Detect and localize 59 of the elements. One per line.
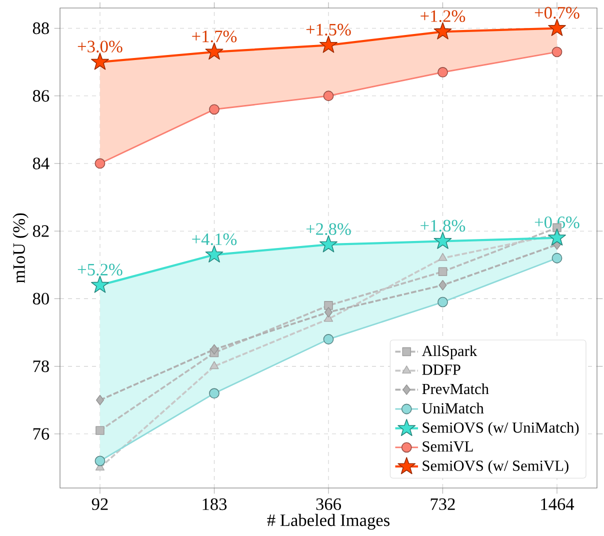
y-tick-label: 82 [32,225,49,237]
y-tick-label: 84 [32,158,50,170]
point [94,456,106,466]
legend-label: SemiOVS (w/ UniMatch) [422,422,579,436]
point [210,361,219,370]
x-tick-label: 92 [92,498,108,510]
y-tick-label: 78 [33,360,49,372]
point [548,228,566,246]
point [205,42,224,60]
point [205,245,224,262]
point [323,334,334,344]
point [320,235,338,252]
y-tick-label: 80 [32,292,49,305]
x-tick-label: 1464 [541,498,574,510]
point [438,280,447,290]
point [323,90,334,102]
legend-label: SemiVL [422,441,473,452]
point [438,267,448,276]
legend-label: AllSpark [422,345,478,360]
y-axis-title: mIoU (%) [12,213,28,284]
annotation: +1.2% [420,10,466,22]
point [438,252,448,261]
legend-label: SemiOVS (w/ SemiVL) [422,460,568,474]
annotation: +5.2% [78,264,122,276]
point [96,426,104,435]
annotation: +3.0% [78,40,122,52]
point [320,36,338,53]
legend-label: UniMatch [422,402,484,414]
point [438,296,448,308]
point [324,307,332,318]
legend-label: DDFP [422,364,460,375]
x-tick-label: 183 [202,498,227,510]
point [91,276,109,293]
point [209,388,220,399]
annotation: +1.8% [420,220,466,232]
annotation: +4.1% [192,233,237,246]
point [209,104,220,115]
point [434,22,452,40]
annotation: +0.7% [534,6,580,19]
point [96,394,104,406]
x-tick-label: 732 [430,498,455,510]
point [552,252,562,264]
legend-label: PrevMatch [422,383,489,394]
annotation: +2.8% [306,223,351,236]
point [324,301,333,310]
y-tick-label: 88 [32,22,49,34]
x-axis-title: # Labeled Images [267,514,390,530]
point [548,18,566,36]
y-tick-label: 86 [32,90,50,102]
point [438,67,448,78]
y-tick-label: 76 [33,428,50,440]
point [210,344,218,355]
point [552,46,562,58]
point [94,158,106,169]
annotation: +1.7% [192,30,237,42]
point [91,52,109,70]
annotation: +1.5% [306,24,351,36]
x-tick-label: 366 [316,498,341,510]
point [434,232,452,249]
